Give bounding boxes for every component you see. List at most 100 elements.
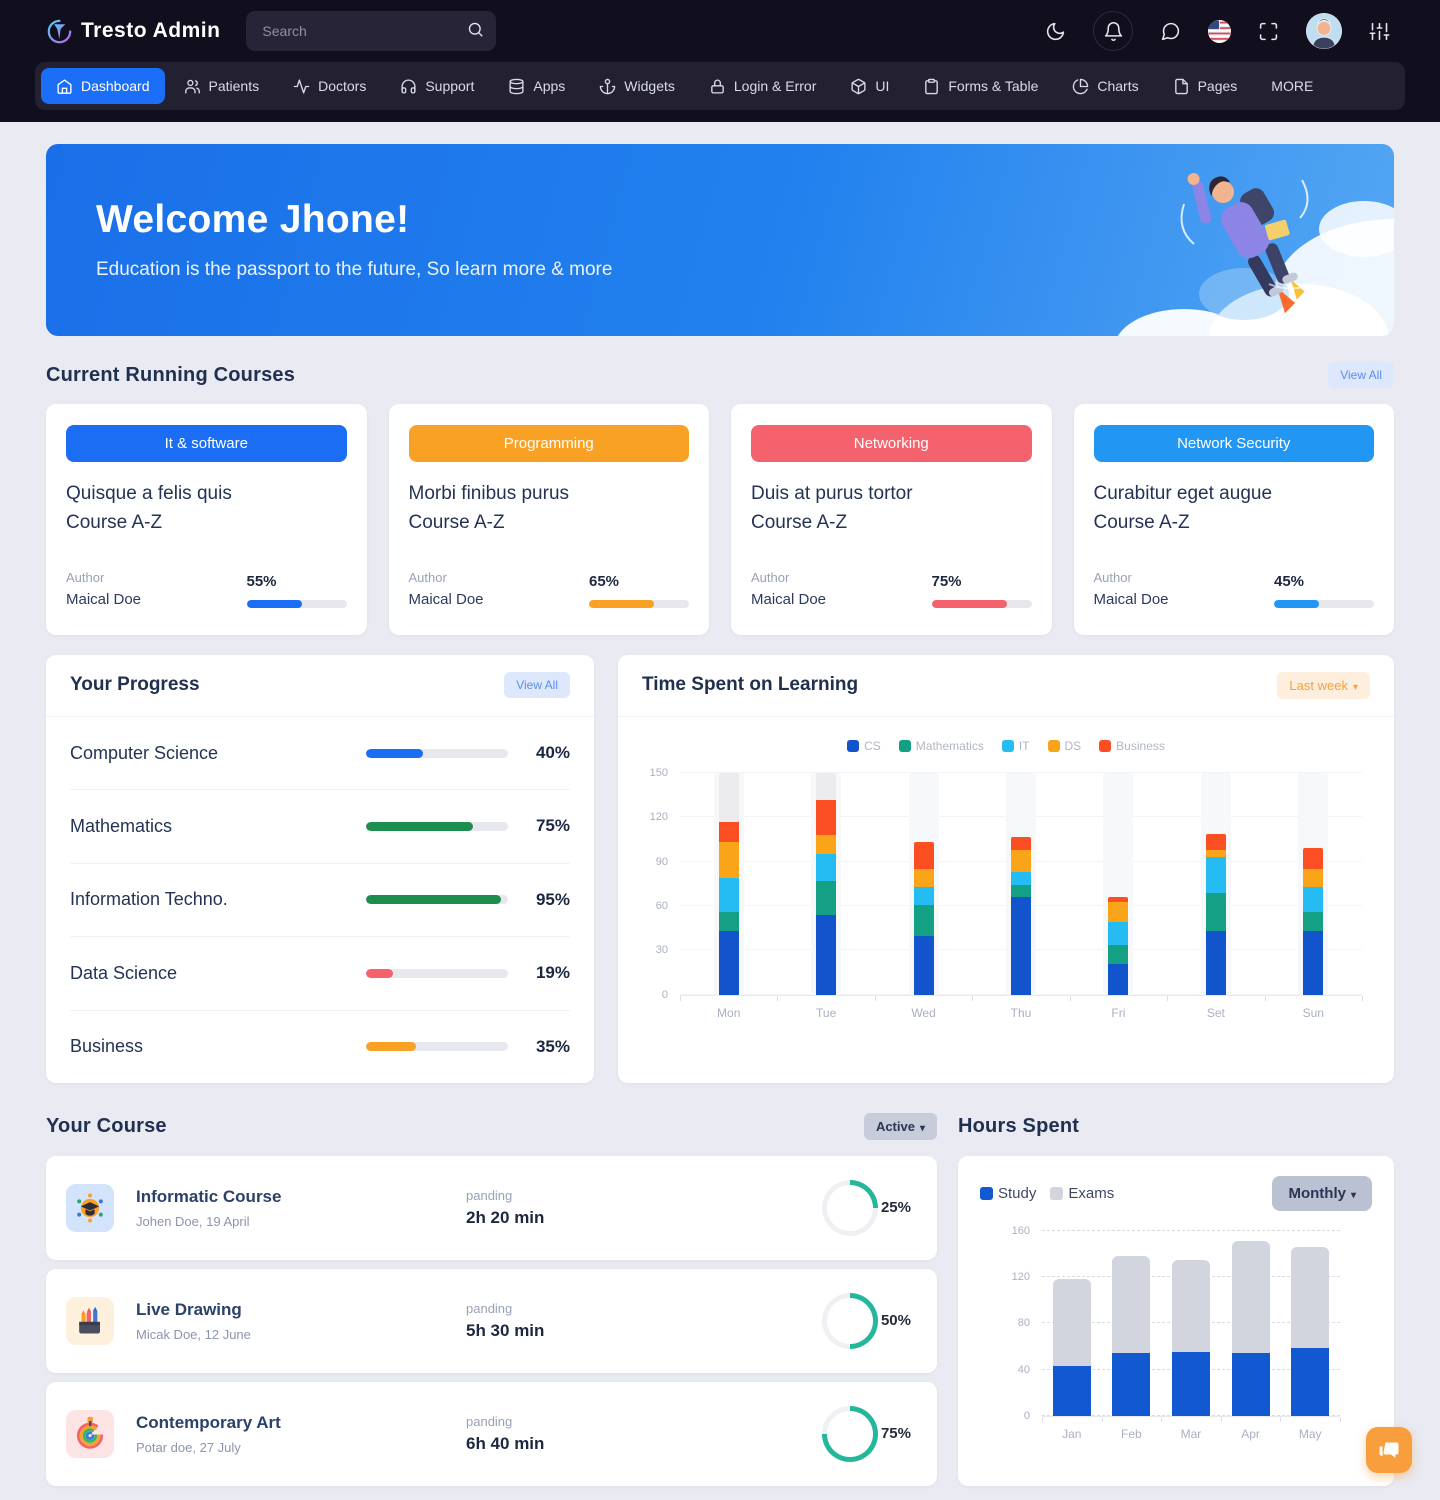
topbar: Tresto Admin bbox=[0, 0, 1440, 62]
nav-item-doctors[interactable]: Doctors bbox=[278, 68, 381, 104]
messages-icon[interactable] bbox=[1160, 21, 1181, 42]
legend-swatch bbox=[1050, 1186, 1064, 1200]
chart-element bbox=[680, 772, 1362, 995]
bar-Set bbox=[1200, 772, 1231, 995]
courses-section-title: Current Running Courses bbox=[46, 363, 296, 386]
progress-fill bbox=[366, 748, 423, 758]
anchor-icon bbox=[600, 78, 616, 94]
brand-logo[interactable]: Tresto Admin bbox=[46, 18, 220, 45]
search-icon[interactable] bbox=[467, 21, 484, 38]
progress-fill bbox=[246, 599, 302, 608]
progress-row-percent: 19% bbox=[535, 963, 570, 983]
course-card[interactable]: Network Security Curabitur eget augue Co… bbox=[1073, 404, 1394, 635]
nav-item-widgets[interactable]: Widgets bbox=[584, 68, 690, 104]
bar-segment bbox=[1010, 836, 1031, 850]
time-period-button[interactable]: Last week ▾ bbox=[1277, 671, 1370, 699]
nav-item-support[interactable]: Support bbox=[385, 68, 489, 104]
hours-period-button[interactable]: Monthly ▾ bbox=[1272, 1175, 1372, 1211]
bar-Mon bbox=[713, 772, 744, 995]
notifications-icon[interactable] bbox=[1093, 11, 1133, 51]
chevron-down-icon: ▾ bbox=[1350, 1189, 1356, 1201]
course-percent: 75% bbox=[931, 572, 962, 590]
chart-element bbox=[1112, 1256, 1151, 1416]
settings-sliders-icon[interactable] bbox=[1369, 21, 1390, 42]
activity-icon bbox=[293, 78, 310, 94]
bar-segment bbox=[1231, 1353, 1270, 1416]
users-icon bbox=[184, 79, 200, 94]
progress-row-label: Data Science bbox=[70, 962, 178, 983]
axis-tick bbox=[680, 995, 681, 1001]
lock-icon bbox=[711, 79, 724, 94]
x-tick-label: Thu bbox=[1010, 1005, 1032, 1020]
avatar[interactable] bbox=[1306, 13, 1342, 49]
progress-fill bbox=[366, 968, 393, 978]
nav-item-charts[interactable]: Charts bbox=[1057, 68, 1153, 104]
course-category-pill: It & software bbox=[66, 425, 347, 462]
chart-element bbox=[1231, 1241, 1270, 1416]
bar-segment bbox=[1108, 901, 1129, 923]
progress-card-head: Your Progress View All bbox=[46, 655, 594, 717]
progress-fill bbox=[1274, 599, 1319, 608]
course-title: Quisque a felis quis Course A-Z bbox=[66, 483, 232, 534]
bar-segment bbox=[913, 904, 934, 936]
course-card[interactable]: Networking Duis at purus tortor Course A… bbox=[731, 404, 1052, 635]
course-card[interactable]: Programming Morbi finibus purus Course A… bbox=[388, 404, 709, 635]
courses-view-all-button[interactable]: View All bbox=[1328, 362, 1394, 388]
bar-segment bbox=[1291, 1247, 1330, 1348]
course-list-item[interactable]: Informatic Course Johen Doe, 19 April pa… bbox=[46, 1155, 937, 1260]
axis-tick bbox=[1280, 1416, 1282, 1422]
legend-swatch bbox=[1099, 739, 1112, 752]
x-tick-label: Feb bbox=[1121, 1426, 1142, 1441]
course-filter-button[interactable]: Active ▾ bbox=[863, 1112, 937, 1140]
legend-swatch bbox=[898, 739, 911, 752]
bar-Tue bbox=[811, 772, 842, 995]
nav-item-more[interactable]: MORE bbox=[1256, 68, 1328, 104]
dark-mode-icon[interactable] bbox=[1045, 21, 1066, 42]
legend-item: IT bbox=[1001, 739, 1030, 753]
course-list-item[interactable]: Live Drawing Micak Doe, 12 June panding … bbox=[46, 1268, 937, 1373]
legend-label: DS bbox=[1064, 738, 1082, 753]
progress-bar bbox=[366, 821, 508, 831]
nav-item-login-error[interactable]: Login & Error bbox=[694, 68, 831, 104]
course-card[interactable]: It & software Quisque a felis quis Cours… bbox=[46, 404, 367, 635]
course-progress-ring: 25% bbox=[821, 1179, 911, 1236]
chart-element bbox=[1291, 1247, 1330, 1416]
chat-fab[interactable] bbox=[1366, 1427, 1412, 1473]
progress-bar bbox=[366, 895, 508, 905]
search-input[interactable] bbox=[246, 11, 497, 51]
axis-tick bbox=[1069, 995, 1071, 1001]
bar-segment bbox=[1205, 857, 1226, 893]
nav-item-patients[interactable]: Patients bbox=[169, 68, 275, 104]
progress-title: Your Progress bbox=[70, 674, 200, 696]
nav-item-pages[interactable]: Pages bbox=[1158, 68, 1253, 104]
fullscreen-icon[interactable] bbox=[1258, 21, 1279, 42]
nav-item-apps[interactable]: Apps bbox=[493, 68, 580, 104]
nav-item-ui[interactable]: UI bbox=[835, 68, 904, 104]
hours-spent-top: Study Exams Monthly ▾ bbox=[980, 1175, 1372, 1211]
nav-label: Widgets bbox=[624, 78, 675, 94]
hours-spent-card: Study Exams Monthly ▾ 0 40 80 120 160 Jan Feb Ma… bbox=[958, 1155, 1394, 1486]
bar-Apr bbox=[1231, 1231, 1270, 1416]
language-flag-icon[interactable] bbox=[1208, 19, 1231, 43]
bottom-row: Informatic Course Johen Doe, 19 April pa… bbox=[46, 1155, 1394, 1486]
nav-label: Patients bbox=[208, 78, 260, 94]
x-tick-label: Mon bbox=[717, 1005, 741, 1020]
course-category-pill: Networking bbox=[751, 425, 1032, 462]
legend-label: Mathematics bbox=[915, 738, 984, 753]
legend-swatch bbox=[847, 739, 860, 752]
bar-Fri bbox=[1103, 772, 1134, 995]
progress-view-all-button[interactable]: View All bbox=[504, 672, 570, 699]
nav-item-dashboard[interactable]: Dashboard bbox=[41, 68, 165, 104]
course-list-item[interactable]: Contemporary Art Potar doe, 27 July pand… bbox=[46, 1381, 937, 1486]
course-progress-ring: 75% bbox=[821, 1405, 911, 1462]
progress-row-percent: 35% bbox=[535, 1036, 570, 1056]
nav-item-forms-table[interactable]: Forms & Table bbox=[908, 68, 1053, 104]
chart-plot: 0 40 80 120 160 bbox=[998, 1225, 1346, 1422]
course-percent: 65% bbox=[589, 572, 620, 590]
bar-segment bbox=[1010, 897, 1031, 995]
chart-plot: 0 30 60 90 120 150 bbox=[636, 767, 1368, 1001]
legend-item: Study bbox=[980, 1185, 1036, 1202]
graduation-cap-icon bbox=[66, 1183, 114, 1232]
main-nav: Dashboard Patients Doctors Support Apps … bbox=[35, 62, 1405, 110]
legend-swatch bbox=[1047, 739, 1060, 752]
